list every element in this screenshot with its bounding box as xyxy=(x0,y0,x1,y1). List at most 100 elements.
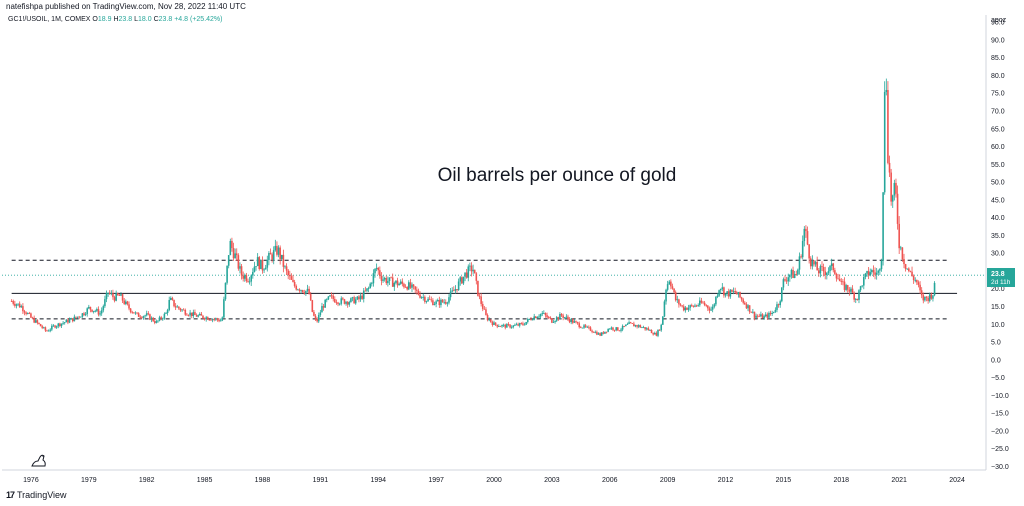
candle xyxy=(343,298,346,305)
candle-body xyxy=(153,321,156,323)
candle xyxy=(60,323,63,329)
candle-body xyxy=(472,269,474,272)
candle xyxy=(374,268,376,278)
candle-body xyxy=(134,312,137,314)
candle-body xyxy=(425,301,428,302)
candle-body xyxy=(671,286,674,289)
candle xyxy=(63,321,66,325)
candle xyxy=(210,319,212,321)
candle xyxy=(316,317,318,323)
candle-body xyxy=(108,292,111,294)
candle-body xyxy=(62,322,64,324)
symbol-name[interactable]: GC1!/USOIL, 1M, COMEX xyxy=(8,16,91,23)
candle-body xyxy=(145,313,148,316)
candle xyxy=(670,279,672,290)
candle xyxy=(824,266,827,280)
candle-body xyxy=(772,311,775,313)
candle xyxy=(840,278,843,285)
candle xyxy=(118,293,121,296)
candle-body xyxy=(737,292,740,295)
x-tick-label: 1994 xyxy=(370,477,386,484)
candle-body xyxy=(610,327,613,329)
candle-body xyxy=(147,313,150,315)
candle xyxy=(279,245,281,265)
candle-body xyxy=(139,316,142,318)
candle-body xyxy=(76,316,79,318)
candle xyxy=(97,306,100,317)
candle xyxy=(247,278,249,283)
candle xyxy=(371,281,373,287)
candle-body xyxy=(824,271,827,275)
candle-body xyxy=(536,317,539,319)
candle-body xyxy=(14,303,16,306)
candle-body xyxy=(388,277,391,281)
candle xyxy=(641,326,643,329)
candle xyxy=(523,322,526,326)
candle xyxy=(120,292,122,296)
candle xyxy=(346,301,349,308)
candle-body xyxy=(432,300,434,306)
candle xyxy=(565,314,568,319)
candle-body xyxy=(721,287,724,290)
candle xyxy=(771,310,773,317)
candle-body xyxy=(826,272,828,275)
candle xyxy=(330,292,333,299)
candle xyxy=(719,288,722,295)
candle xyxy=(195,313,198,317)
candle xyxy=(43,326,45,329)
tradingview-logo[interactable]: 17 TradingView xyxy=(6,490,67,500)
candle xyxy=(520,322,523,325)
candle-body xyxy=(481,303,484,309)
candle xyxy=(250,274,253,286)
candle xyxy=(571,318,574,325)
candle xyxy=(522,321,524,326)
candle xyxy=(813,260,815,267)
candle-body xyxy=(882,192,884,261)
candle-body xyxy=(694,305,696,307)
candle-body xyxy=(483,308,486,310)
candle xyxy=(105,290,108,303)
candle xyxy=(232,242,235,261)
candle xyxy=(274,239,277,252)
candle xyxy=(740,296,743,302)
candle-body xyxy=(674,292,677,301)
change-value: +4.8 (+25.42%) xyxy=(174,16,223,23)
candle-body xyxy=(208,319,211,321)
candle-body xyxy=(210,319,212,321)
candle-body xyxy=(658,329,661,331)
candle-body xyxy=(128,304,130,309)
candle-body xyxy=(594,331,597,333)
candle-body xyxy=(348,302,351,305)
candle xyxy=(271,252,273,263)
candle-body xyxy=(628,322,630,325)
last-price-badge-bg xyxy=(987,268,1015,287)
candle-body xyxy=(489,319,492,322)
candle xyxy=(317,312,320,324)
candle xyxy=(125,299,127,306)
candle xyxy=(843,277,846,293)
candle-body xyxy=(891,195,894,202)
candle-body xyxy=(317,314,320,322)
candle-body xyxy=(240,266,243,276)
candle-body xyxy=(692,305,695,307)
price-scale-mode[interactable]: apoz xyxy=(991,17,1007,24)
candle-body xyxy=(719,289,722,291)
candle-body xyxy=(851,288,854,293)
y-tick-label: 65.0 xyxy=(991,126,1005,133)
candle xyxy=(919,281,921,294)
candle xyxy=(647,326,650,331)
candle xyxy=(580,325,582,329)
candle-body xyxy=(211,319,214,321)
candle xyxy=(282,249,285,273)
candle-body xyxy=(676,299,679,301)
dino-icon[interactable] xyxy=(31,454,46,467)
candle-body xyxy=(702,302,704,304)
candle xyxy=(345,300,347,306)
candle xyxy=(744,301,746,306)
candle xyxy=(22,303,24,314)
candle-body xyxy=(31,317,34,319)
candle-body xyxy=(600,332,603,336)
candle-body xyxy=(290,276,293,280)
candle-body xyxy=(753,311,756,318)
